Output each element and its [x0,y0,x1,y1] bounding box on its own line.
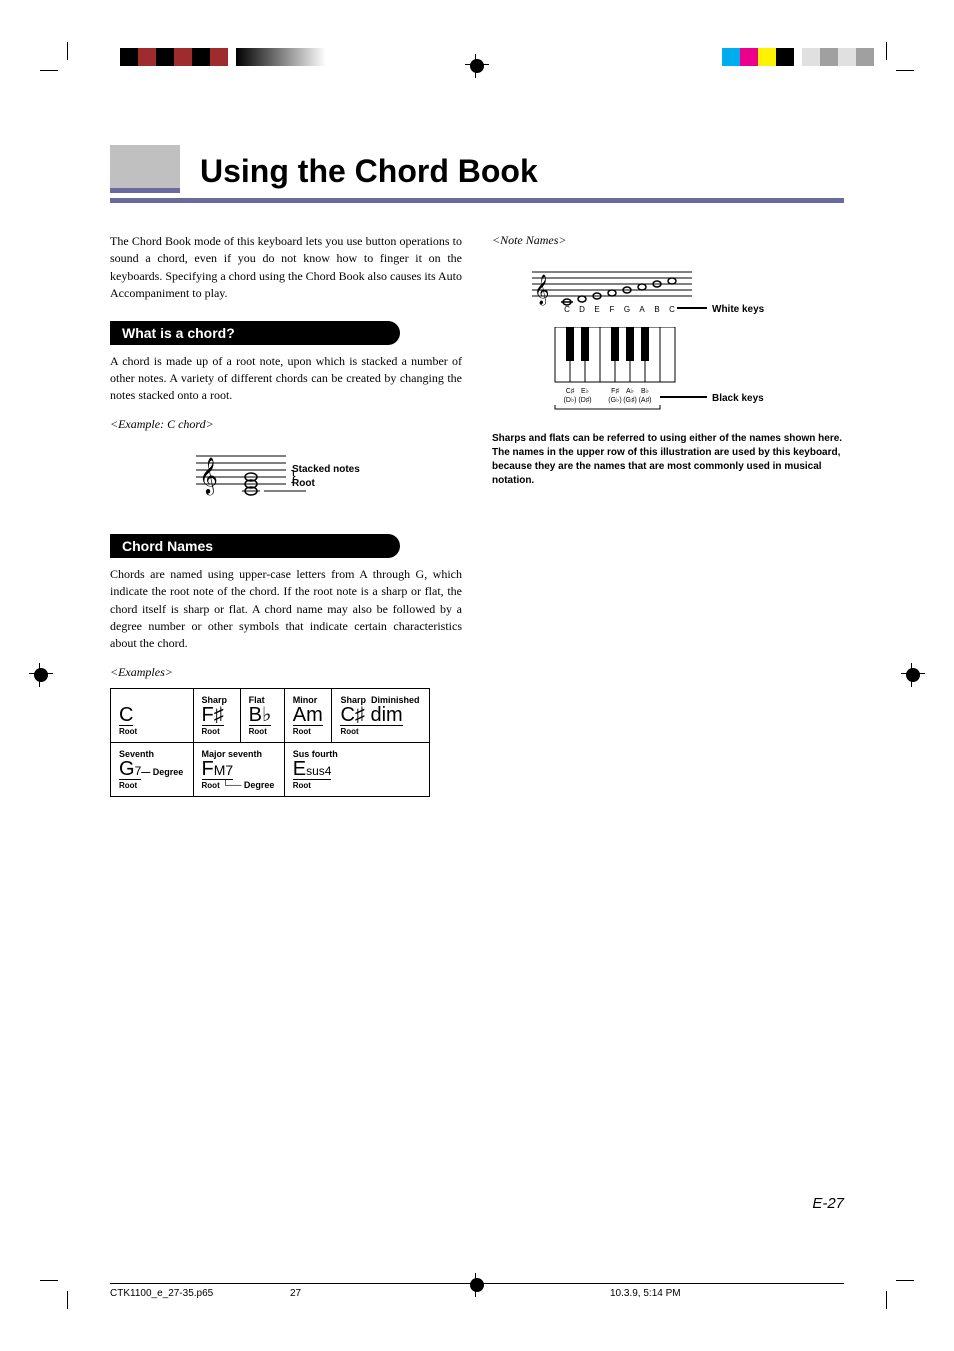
svg-text:F: F [610,305,615,314]
svg-text:C♯: C♯ [566,388,575,395]
footer-filename: CTK1100_e_27-35.p65 [110,1288,290,1299]
svg-text:G: G [624,305,630,314]
left-column: The Chord Book mode of this keyboard let… [110,233,462,797]
page-title-block: Using the Chord Book [110,145,844,203]
what-is-chord-body: A chord is made up of a root note, upon … [110,353,462,405]
svg-text:𝄞: 𝄞 [534,274,549,306]
svg-text:(G♯): (G♯) [623,397,637,404]
svg-text:B: B [654,305,659,314]
crop-mark [886,1291,887,1309]
crop-mark [40,1280,58,1281]
svg-text:F♯: F♯ [611,388,619,395]
svg-text:White keys: White keys [712,304,765,314]
svg-text:A♭: A♭ [626,387,634,395]
print-footer: CTK1100_e_27-35.p65 27 10.3.9, 5:14 PM [110,1283,844,1299]
note-names-label: <Note Names> [492,233,844,248]
section-header-what-is-chord: What is a chord? [110,321,400,345]
crop-mark [896,70,914,71]
title-rule [110,198,844,203]
registration-mark-icon [34,668,48,682]
footer-page: 27 [290,1288,610,1299]
page-number: E-27 [812,1195,844,1212]
svg-text:E: E [594,305,599,314]
right-column: <Note Names> 𝄞 [492,233,844,797]
examples-label: <Examples> [110,665,462,680]
svg-text:E♭: E♭ [581,387,589,395]
note-names-diagram: 𝄞 C D E F [522,264,844,422]
chord-cell: Sharp Diminished C♯ dim Root [332,688,430,742]
section-header-chord-names: Chord Names [110,534,400,558]
intro-text: The Chord Book mode of this keyboard let… [110,233,462,303]
chord-cell: Major seventh FM7 Root └── Degree [193,742,284,796]
crop-mark [67,42,68,60]
example-label: <Example: C chord> [110,417,462,432]
page-title: Using the Chord Book [110,145,844,190]
chord-cell: Sharp F♯ Root [193,688,240,742]
chord-cell: C Root [111,688,194,742]
chord-cell: Minor Am Root [284,688,332,742]
keyboard-icon: C♯ E♭ F♯ A♭ B♭ (D♭) (D♯) (G♭) (G♯) (A♯) [522,327,844,422]
chord-cell: Sus fourth Esus4 Root [284,742,429,796]
registration-mark-icon [906,668,920,682]
table-row: Seventh G7— Degree Root Major seventh FM… [111,742,430,796]
svg-text:(D♭): (D♭) [563,396,576,404]
footer-datetime: 10.3.9, 5:14 PM [610,1288,681,1299]
svg-text:A: A [639,305,645,314]
svg-text:𝄞: 𝄞 [199,457,218,495]
svg-text:Black keys: Black keys [712,393,764,404]
chord-names-body: Chords are named using upper-case letter… [110,566,462,653]
crop-mark [886,42,887,60]
table-row: C Root Sharp F♯ Root Flat B♭ Root Mino [111,688,430,742]
stacked-notes-label: Stacked notes [292,464,360,475]
chord-examples-table: C Root Sharp F♯ Root Flat B♭ Root Mino [110,688,430,797]
svg-text:(G♭): (G♭) [608,396,621,404]
svg-text:(D♯): (D♯) [578,397,591,404]
crop-mark [896,1280,914,1281]
root-label: Root [292,478,315,489]
crop-mark [67,1291,68,1309]
title-tab [110,145,180,193]
svg-text:(A♯): (A♯) [639,397,652,404]
svg-text:C: C [669,305,675,314]
color-bar [120,48,326,66]
color-bar [722,48,874,66]
chord-cell: Seventh G7— Degree Root [111,742,194,796]
c-chord-staff-icon: 𝄞 } Stacked notes Root [110,444,462,504]
chord-cell: Flat B♭ Root [240,688,284,742]
svg-text:D: D [579,305,585,314]
svg-text:B♭: B♭ [641,387,649,395]
registration-mark-icon [470,59,484,73]
note-names-caption: Sharps and flats can be referred to usin… [492,432,844,488]
staff-icon: 𝄞 C D E F [522,264,802,314]
svg-text:C: C [564,305,570,314]
page-content: Using the Chord Book The Chord Book mode… [110,145,844,797]
crop-mark [40,70,58,71]
